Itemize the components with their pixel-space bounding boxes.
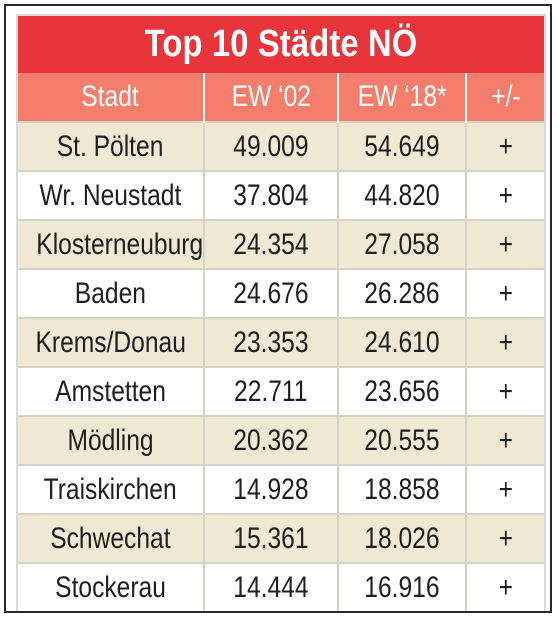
city-cell: Wr. Neustadt xyxy=(18,170,205,220)
table-row: Mödling 20.362 20.555 + xyxy=(18,415,544,465)
ew-2002-cell: 24.676 xyxy=(204,268,339,318)
ew-2002-cell: 24.354 xyxy=(204,219,339,269)
table-row: St. Pölten 49.009 54.649 + xyxy=(18,121,544,171)
change-cell: + xyxy=(466,170,544,220)
ew-2002-cell: 22.711 xyxy=(204,366,339,416)
change-cell: + xyxy=(466,317,544,367)
ew-2002-cell: 15.361 xyxy=(204,513,339,563)
title-bar: Top 10 Städte NÖ xyxy=(18,16,544,73)
ew-2018-cell: 18.858 xyxy=(338,464,467,514)
ew-2018-cell: 54.649 xyxy=(338,121,467,171)
infobox: Top 10 Städte NÖ Stadt EW ‘02 EW ‘18* +/… xyxy=(16,14,546,611)
city-cell: Traiskirchen xyxy=(18,464,205,514)
table-row: Baden 24.676 26.286 + xyxy=(18,268,544,318)
city-cell: Amstetten xyxy=(18,366,205,416)
table-row: Stockerau 14.444 16.916 + xyxy=(18,562,544,611)
table-row: Schwechat 15.361 18.026 + xyxy=(18,513,544,563)
column-header-ew-2002: EW ‘02 xyxy=(204,73,339,122)
ew-2018-cell: 20.555 xyxy=(338,415,467,465)
table-row: Amstetten 22.711 23.656 + xyxy=(18,366,544,416)
ew-2002-cell: 23.353 xyxy=(204,317,339,367)
change-cell: + xyxy=(466,464,544,514)
change-cell: + xyxy=(466,219,544,269)
ew-2018-cell: 23.656 xyxy=(338,366,467,416)
table-row: Krems/Donau 23.353 24.610 + xyxy=(18,317,544,367)
city-cell: Baden xyxy=(18,268,205,318)
ew-2002-cell: 20.362 xyxy=(204,415,339,465)
ew-2002-cell: 49.009 xyxy=(204,121,339,171)
change-cell: + xyxy=(466,366,544,416)
city-cell: Krems/Donau xyxy=(18,317,205,367)
infobox-frame: Top 10 Städte NÖ Stadt EW ‘02 EW ‘18* +/… xyxy=(4,4,552,613)
city-cell: Schwechat xyxy=(18,513,205,563)
table-row: Wr. Neustadt 37.804 44.820 + xyxy=(18,170,544,220)
column-header-ew-2018: EW ‘18* xyxy=(338,73,467,122)
change-cell: + xyxy=(466,415,544,465)
change-cell: + xyxy=(466,562,544,611)
city-cell: Klosterneuburg xyxy=(18,219,205,269)
change-cell: + xyxy=(466,513,544,563)
change-cell: + xyxy=(466,268,544,318)
cities-table: Stadt EW ‘02 EW ‘18* +/- St. Pölten 49.00… xyxy=(18,73,544,611)
ew-2018-cell: 27.058 xyxy=(338,219,467,269)
column-header-city: Stadt xyxy=(18,73,205,122)
header-row: Stadt EW ‘02 EW ‘18* +/- xyxy=(18,73,544,122)
city-cell: St. Pölten xyxy=(18,121,205,171)
ew-2018-cell: 44.820 xyxy=(338,170,467,220)
city-cell: Mödling xyxy=(18,415,205,465)
change-cell: + xyxy=(466,121,544,171)
ew-2002-cell: 14.928 xyxy=(204,464,339,514)
ew-2018-cell: 18.026 xyxy=(338,513,467,563)
ew-2002-cell: 37.804 xyxy=(204,170,339,220)
table-row: Traiskirchen 14.928 18.858 + xyxy=(18,464,544,514)
ew-2018-cell: 16.916 xyxy=(338,562,467,611)
ew-2018-cell: 24.610 xyxy=(338,317,467,367)
column-header-change: +/- xyxy=(466,73,544,122)
city-cell: Stockerau xyxy=(18,562,205,611)
table-title: Top 10 Städte NÖ xyxy=(54,16,508,73)
table-row: Klosterneuburg 24.354 27.058 + xyxy=(18,219,544,269)
ew-2002-cell: 14.444 xyxy=(204,562,339,611)
ew-2018-cell: 26.286 xyxy=(338,268,467,318)
